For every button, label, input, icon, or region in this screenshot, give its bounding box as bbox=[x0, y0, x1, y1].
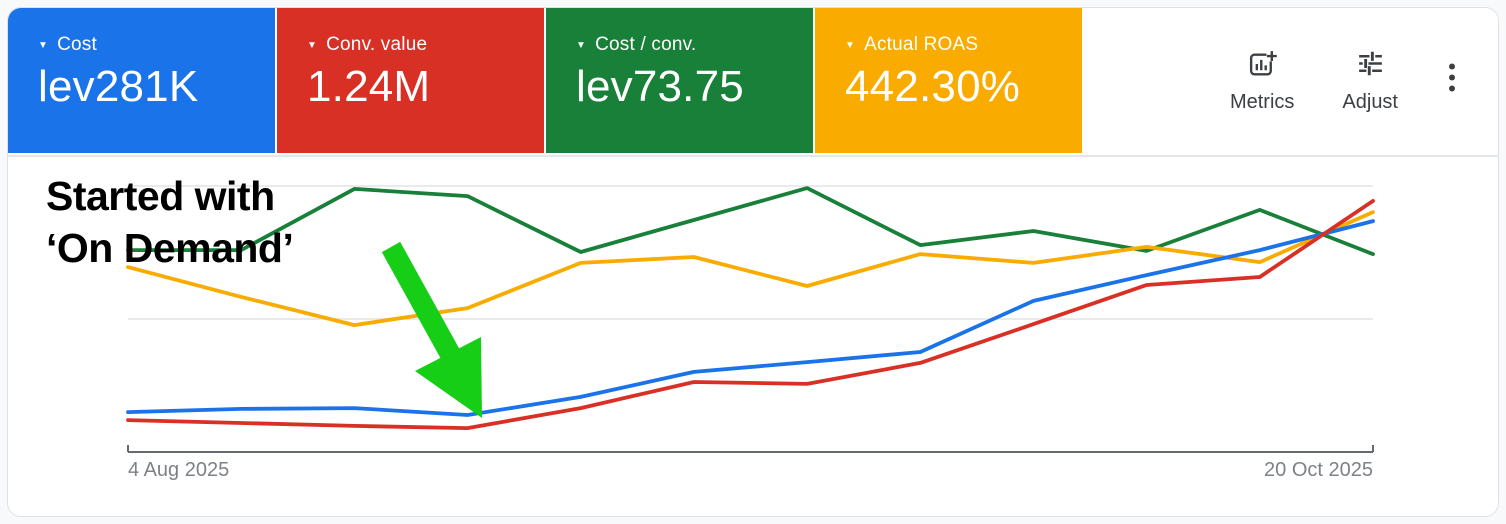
metric-tile-label-row: ▼ Conv. value bbox=[307, 34, 544, 56]
strip-chart-divider bbox=[8, 155, 1498, 157]
chart-toolbar: Metrics bbox=[1084, 8, 1498, 153]
annotation-line2: ‘On Demand’ bbox=[46, 225, 294, 271]
metric-value: 1.24M bbox=[307, 62, 431, 111]
metrics-button[interactable]: Metrics bbox=[1230, 48, 1294, 114]
metric-label: Conv. value bbox=[326, 34, 428, 55]
metric-tile-cost-per-conv[interactable]: ▼ Cost / conv. lev73.75 bbox=[546, 8, 813, 153]
add-metrics-chart-icon bbox=[1247, 48, 1278, 84]
metric-tile-conv-value[interactable]: ▼ Conv. value 1.24M bbox=[277, 8, 544, 153]
x-axis-start-date-label: 4 Aug 2025 bbox=[128, 459, 230, 481]
metric-tile-label-row: ▼ Actual ROAS bbox=[845, 34, 1082, 56]
sliders-tune-icon bbox=[1355, 48, 1386, 84]
metric-tile-actual-roas[interactable]: ▼ Actual ROAS 442.30% bbox=[815, 8, 1082, 153]
metric-tile-label-row: ▼ Cost bbox=[38, 34, 275, 56]
dropdown-triangle-icon: ▼ bbox=[576, 40, 587, 51]
metric-tile-label-row: ▼ Cost / conv. bbox=[576, 34, 813, 56]
metric-value: lev281K bbox=[38, 62, 199, 111]
annotation-line1: Started with bbox=[46, 173, 275, 219]
more-options-kebab-menu[interactable] bbox=[1440, 55, 1464, 106]
dropdown-triangle-icon: ▼ bbox=[845, 40, 856, 51]
metric-scorecard-strip: ▼ Cost lev281K ▼ Conv. value 1.24M ▼ Cos… bbox=[8, 8, 1498, 153]
dropdown-triangle-icon: ▼ bbox=[38, 40, 49, 51]
metric-tile-cost[interactable]: ▼ Cost lev281K bbox=[8, 8, 275, 153]
dropdown-triangle-icon: ▼ bbox=[307, 40, 318, 51]
adjust-button[interactable]: Adjust bbox=[1342, 48, 1398, 114]
adjust-button-label: Adjust bbox=[1342, 90, 1398, 113]
metric-value: lev73.75 bbox=[576, 62, 744, 111]
metric-label: Cost / conv. bbox=[595, 34, 697, 55]
metrics-button-label: Metrics bbox=[1229, 90, 1295, 113]
started-with-on-demand-annotation: Started with ‘On Demand’ bbox=[46, 170, 294, 274]
metric-value: 442.30% bbox=[845, 62, 1021, 111]
metric-label: Actual ROAS bbox=[864, 34, 979, 55]
metric-label: Cost bbox=[57, 34, 97, 55]
x-axis-end-date-label: 20 Oct 2025 bbox=[1264, 459, 1373, 481]
